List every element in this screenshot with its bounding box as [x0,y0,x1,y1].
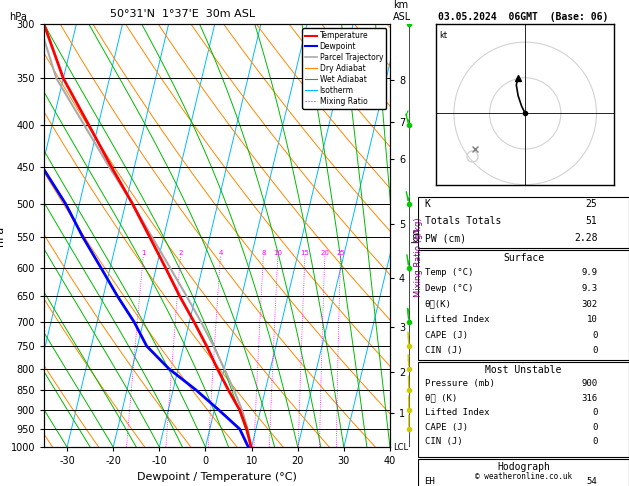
Text: CIN (J): CIN (J) [425,347,462,355]
Text: 2: 2 [178,250,182,256]
Bar [418,250,629,360]
Text: θᴇ(K): θᴇ(K) [425,299,452,309]
Text: 10: 10 [587,315,598,324]
Text: 1: 1 [141,250,145,256]
Text: 9.3: 9.3 [581,284,598,293]
Bar [418,362,629,457]
Y-axis label: hPa: hPa [0,226,5,246]
Text: 900: 900 [581,379,598,388]
Text: CAPE (J): CAPE (J) [425,423,467,432]
Text: Temp (°C): Temp (°C) [425,268,473,278]
Text: Pressure (mb): Pressure (mb) [425,379,494,388]
Text: 54: 54 [587,477,598,486]
Text: hPa: hPa [9,12,27,22]
Text: CIN (J): CIN (J) [425,437,462,447]
Text: 0: 0 [592,437,598,447]
Text: K: K [425,199,430,209]
Legend: Temperature, Dewpoint, Parcel Trajectory, Dry Adiabat, Wet Adiabat, Isotherm, Mi: Temperature, Dewpoint, Parcel Trajectory… [302,28,386,109]
Text: 8: 8 [261,250,265,256]
Text: Surface: Surface [503,253,544,263]
Text: kt: kt [440,32,448,40]
Text: 0: 0 [592,347,598,355]
Text: θᴇ (K): θᴇ (K) [425,394,457,403]
Text: 25: 25 [336,250,345,256]
Text: 4: 4 [218,250,223,256]
Text: EH: EH [425,477,435,486]
X-axis label: Dewpoint / Temperature (°C): Dewpoint / Temperature (°C) [137,472,297,482]
Text: 25: 25 [586,199,598,209]
Y-axis label: km
ASL: km ASL [411,226,432,245]
Text: Most Unstable: Most Unstable [486,364,562,375]
Text: 0: 0 [592,331,598,340]
Text: 15: 15 [301,250,309,256]
Bar [418,197,629,248]
Text: 0: 0 [592,408,598,417]
Text: LCL: LCL [394,443,409,451]
Text: Dewp (°C): Dewp (°C) [425,284,473,293]
Text: 2.28: 2.28 [574,233,598,243]
Text: 03.05.2024  06GMT  (Base: 06): 03.05.2024 06GMT (Base: 06) [438,12,609,22]
Text: Hodograph: Hodograph [497,462,550,472]
Text: Lifted Index: Lifted Index [425,315,489,324]
Text: Lifted Index: Lifted Index [425,408,489,417]
Text: 20: 20 [320,250,329,256]
Text: 302: 302 [581,299,598,309]
Text: 51: 51 [586,216,598,226]
Text: km
ASL: km ASL [393,0,411,22]
Text: 9.9: 9.9 [581,268,598,278]
Text: 50°31'N  1°37'E  30m ASL: 50°31'N 1°37'E 30m ASL [110,9,255,19]
Text: Mixing Ratio (g/kg): Mixing Ratio (g/kg) [414,217,423,296]
Bar [418,459,629,486]
Text: © weatheronline.co.uk: © weatheronline.co.uk [475,472,572,481]
Text: CAPE (J): CAPE (J) [425,331,467,340]
Text: 10: 10 [274,250,282,256]
Text: Totals Totals: Totals Totals [425,216,501,226]
Text: 0: 0 [592,423,598,432]
Text: PW (cm): PW (cm) [425,233,465,243]
Text: 316: 316 [581,394,598,403]
